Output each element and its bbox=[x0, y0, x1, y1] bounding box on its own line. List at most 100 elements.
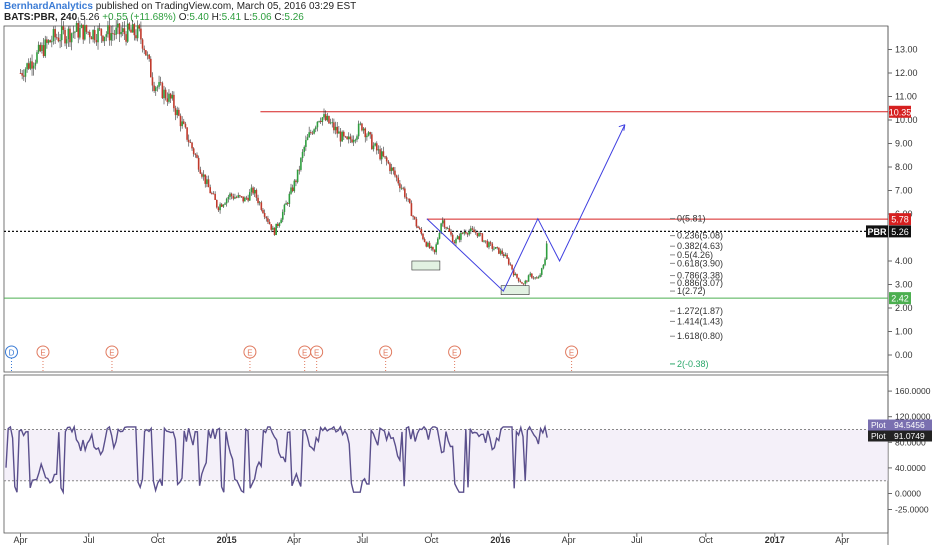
candle-body bbox=[164, 89, 167, 99]
candle-body bbox=[305, 140, 307, 147]
event-marker-label: E bbox=[569, 349, 574, 358]
candle-body bbox=[476, 232, 479, 237]
candle-body bbox=[516, 273, 518, 278]
candle-body bbox=[399, 183, 401, 189]
candle-body bbox=[115, 27, 117, 35]
time-axis-label: Apr bbox=[835, 535, 849, 545]
candle-body bbox=[512, 269, 515, 276]
candle-body bbox=[380, 151, 383, 160]
wave-projection-line bbox=[426, 124, 626, 292]
level-badge-5.78 bbox=[889, 213, 911, 226]
candle-body bbox=[64, 29, 66, 44]
candle-body bbox=[140, 28, 142, 40]
candle-body bbox=[390, 167, 393, 172]
candle-body bbox=[51, 41, 53, 43]
oscillator-axis-label: 0.0000 bbox=[895, 489, 921, 499]
candle-body bbox=[154, 87, 157, 91]
candle-body bbox=[316, 121, 319, 128]
published-text: published on TradingView.com, March 05, … bbox=[95, 1, 357, 12]
candle-body bbox=[437, 238, 439, 245]
candle-body bbox=[247, 197, 249, 201]
candle-body bbox=[257, 197, 259, 204]
candle-body bbox=[537, 277, 540, 279]
candle-body bbox=[456, 236, 459, 240]
author-link[interactable]: BernhardAnalytics bbox=[4, 1, 93, 12]
candle-body bbox=[171, 94, 174, 99]
fib-label-0(5.81): 0(5.81) bbox=[677, 213, 706, 223]
candle-body bbox=[90, 37, 93, 40]
oscillator-value: 91.0749 bbox=[894, 431, 925, 441]
candle-body bbox=[295, 180, 297, 183]
symbol-label[interactable]: BATS:PBR, 240 bbox=[4, 12, 78, 23]
candle-body bbox=[435, 244, 437, 253]
candle-body bbox=[392, 167, 395, 171]
candle-body bbox=[465, 232, 467, 234]
oscillator-axis-label: 160.0000 bbox=[895, 386, 931, 396]
candle-body bbox=[339, 131, 342, 142]
candle-body bbox=[478, 233, 480, 237]
oscillator-axis-label: 80.0000 bbox=[895, 437, 926, 447]
candle-body bbox=[433, 249, 436, 253]
candle-body bbox=[290, 187, 292, 194]
symbol-tag: PBR bbox=[867, 227, 887, 237]
candle-body bbox=[88, 32, 91, 38]
low-label: L: bbox=[243, 12, 253, 23]
candle-body bbox=[234, 197, 236, 199]
candle-body bbox=[545, 243, 548, 260]
candle-body bbox=[84, 25, 86, 40]
time-axis-label: Oct bbox=[424, 535, 439, 545]
candle-body bbox=[377, 149, 380, 151]
candle-body bbox=[201, 173, 203, 177]
candle-body bbox=[32, 65, 35, 69]
candle-body bbox=[471, 228, 474, 230]
level-value-10.35: 10.35 bbox=[889, 107, 912, 117]
candle-body bbox=[70, 33, 73, 43]
candle-body bbox=[103, 36, 106, 42]
candle-body bbox=[95, 40, 98, 43]
candle-body bbox=[445, 227, 447, 229]
candle-body bbox=[481, 233, 484, 242]
candle-body bbox=[527, 275, 530, 282]
candle-body bbox=[425, 241, 428, 247]
candle-body bbox=[230, 193, 233, 197]
candle-body bbox=[44, 39, 47, 57]
candle-body bbox=[535, 277, 538, 279]
candle-body bbox=[352, 139, 355, 143]
candle-body bbox=[326, 115, 329, 121]
candle-body bbox=[369, 132, 371, 135]
candle-body bbox=[336, 126, 339, 134]
candle-body bbox=[145, 50, 147, 56]
time-axis-label: Jul bbox=[631, 535, 643, 545]
oscillator-series-name: Plot bbox=[871, 420, 886, 430]
candle-body bbox=[87, 31, 89, 33]
candle-body bbox=[402, 187, 404, 189]
publish-line: BernhardAnalytics published on TradingVi… bbox=[4, 1, 356, 12]
candle-body bbox=[39, 44, 42, 51]
candle-body bbox=[314, 127, 317, 130]
candle-body bbox=[253, 189, 256, 194]
candle-body bbox=[514, 273, 517, 276]
level-badge-5.26 bbox=[889, 225, 911, 238]
fib-label-0.382(4.63): 0.382(4.63) bbox=[677, 241, 723, 251]
candle-body bbox=[113, 33, 116, 35]
fib-label-1.414(1.43): 1.414(1.43) bbox=[677, 316, 723, 326]
candle-body bbox=[22, 75, 25, 77]
candle-body bbox=[479, 233, 482, 234]
candle-body bbox=[283, 204, 286, 212]
candle-body bbox=[255, 189, 258, 198]
candle-body bbox=[212, 193, 215, 195]
candle-body bbox=[413, 216, 416, 219]
candle-body bbox=[524, 280, 527, 284]
oscillator-value-badge bbox=[868, 419, 932, 431]
candle-body bbox=[539, 274, 541, 278]
candle-body bbox=[272, 227, 274, 230]
price-axis-label: 7.00 bbox=[895, 186, 913, 196]
candle-body bbox=[267, 218, 269, 222]
low-box-2 bbox=[500, 285, 530, 295]
candle-body bbox=[211, 193, 213, 194]
candle-body bbox=[27, 63, 30, 69]
candle-body bbox=[150, 58, 152, 78]
main-pane-border bbox=[3, 25, 889, 373]
candle-body bbox=[60, 26, 63, 41]
